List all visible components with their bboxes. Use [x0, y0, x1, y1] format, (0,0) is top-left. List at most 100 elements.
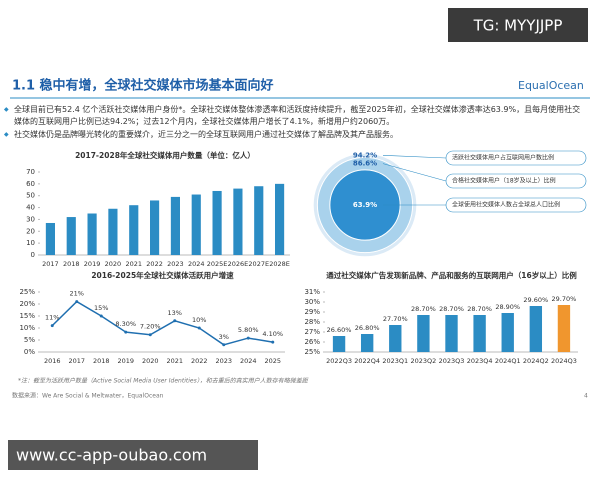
bar [417, 315, 430, 352]
bar [212, 190, 222, 255]
legend-label: 活跃社交媒体用户占互联网用户数比例 [452, 154, 554, 162]
point [99, 314, 103, 318]
x-tick-label: 2026E [228, 260, 249, 268]
bullet: 全球目前已有52.4 亿个活跃社交媒体用户身份*。全球社交媒体整体渗透率和活跃度… [4, 104, 588, 128]
x-tick-label: 2027E [248, 260, 269, 268]
bullet: 社交媒体仍是品牌曝光转化的重要媒介，近三分之一的全球互联网用户通过社交媒体了解品… [4, 129, 588, 141]
bar [360, 334, 374, 352]
source: 数据来源：We Are Social & Meltwater，EqualOcea… [12, 392, 164, 400]
watermark-top: TG: MYYJJPP [473, 17, 563, 35]
line [51, 300, 273, 346]
bar [389, 325, 402, 352]
leader [382, 154, 447, 159]
data-label: 28.70% [467, 305, 492, 313]
data-label: 3% [219, 333, 229, 341]
y-tick-label: 31% [304, 288, 320, 296]
y-tick-label: 25% [19, 288, 35, 296]
y-tick-label: 20 [26, 227, 35, 235]
data-label: 11% [45, 314, 59, 322]
x-tick-label: 2024 [240, 357, 257, 365]
x-tick-label: 2019 [84, 260, 101, 268]
x-tick-label: 2017 [68, 357, 85, 365]
x-tick-label: 2024Q2 [523, 357, 549, 365]
bar [332, 336, 346, 352]
y-tick-label: 70 [26, 168, 35, 176]
bar [129, 205, 139, 255]
footnote: *注：截至为活跃用户数量（Active Social Media User Id… [18, 377, 309, 385]
x-tick-label: 2020 [105, 260, 122, 268]
x-tick-label: 2028E [269, 260, 290, 268]
bar [254, 186, 264, 255]
y-tick-label: 0% [24, 348, 35, 356]
data-label: 15% [94, 304, 108, 312]
y-tick-label: 40 [26, 204, 35, 212]
x-tick-label: 2016 [44, 357, 61, 365]
chart-title: 2017-2028年全球社交媒体用户数量（单位：亿人） [75, 150, 255, 160]
bar [445, 315, 458, 352]
data-label: 28.70% [411, 305, 436, 313]
y-tick-label: 20% [19, 300, 35, 308]
y-tick-label: 28% [304, 318, 320, 326]
x-tick-label: 2024Q3 [551, 357, 577, 365]
data-label: 8.30% [115, 320, 136, 328]
watermark-bottom: www.cc-app-oubao.com [16, 446, 207, 465]
bar [108, 208, 118, 255]
x-tick-label: 2018 [93, 357, 110, 365]
x-tick-label: 2019 [117, 357, 134, 365]
data-label: 29.60% [523, 296, 548, 304]
y-tick-label: 27% [304, 328, 320, 336]
data-label: 28.90% [495, 303, 520, 311]
chart-title: 2016-2025年全球社交媒体活跃用户增速 [91, 270, 234, 280]
y-tick-label: 50 [26, 192, 35, 200]
legend-box [445, 173, 587, 189]
x-tick-label: 2022Q3 [326, 357, 352, 365]
point [75, 300, 79, 304]
y-tick-label: 60 [26, 180, 35, 188]
legend-box [445, 150, 587, 166]
data-label: 21% [70, 290, 84, 298]
data-label: 26.80% [355, 324, 380, 332]
x-tick-label: 2023Q2 [410, 357, 436, 365]
data-label: 26.60% [327, 326, 352, 334]
data-label: 4.10% [262, 330, 283, 338]
bar [233, 188, 243, 255]
bar [191, 194, 201, 255]
data-label: 63.9% [353, 201, 377, 209]
y-tick-label: 29% [304, 308, 320, 316]
bar [170, 196, 180, 255]
y-tick-label: 5% [24, 336, 35, 344]
legend-box [445, 197, 587, 213]
y-tick-label: 10 [26, 239, 35, 247]
x-tick-label: 2022 [146, 260, 163, 268]
legend-label: 合格社交媒体用户（18岁及以上）比例 [452, 177, 556, 185]
x-tick-label: 2017 [42, 260, 59, 268]
data-label: 28.70% [439, 305, 464, 313]
data-label: 86.6% [353, 160, 377, 168]
data-label: 27.70% [383, 315, 408, 323]
leader [382, 163, 447, 182]
x-tick-label: 2025E [207, 260, 228, 268]
y-tick-label: 26% [304, 338, 320, 346]
bar [87, 213, 97, 255]
x-tick-label: 2018 [63, 260, 80, 268]
bar [501, 313, 514, 352]
watermark-box [8, 440, 258, 470]
chart-title: 通过社交媒体广告发现新品牌、产品和服务的互联网用户（16岁以上）比例 [326, 270, 577, 280]
slide-title: 1.1 稳中有增，全球社交媒体市场基本面向好 [12, 78, 274, 94]
x-tick-label: 2024 [188, 260, 205, 268]
data-label: 13% [168, 309, 182, 317]
data-label: 10% [192, 316, 206, 324]
x-tick-label: 2021 [125, 260, 142, 268]
y-tick-label: 15% [19, 312, 35, 320]
watermark-box [448, 8, 588, 42]
x-tick-label: 2023 [215, 357, 232, 365]
logo: EqualOcean [518, 79, 584, 92]
point [246, 336, 250, 340]
bar [473, 315, 486, 352]
point [148, 333, 152, 337]
x-tick-label: 2023Q3 [439, 357, 465, 365]
x-tick-label: 2022Q4 [354, 357, 380, 365]
data-label: 7.20% [140, 323, 161, 331]
y-tick-label: 25% [304, 348, 320, 356]
